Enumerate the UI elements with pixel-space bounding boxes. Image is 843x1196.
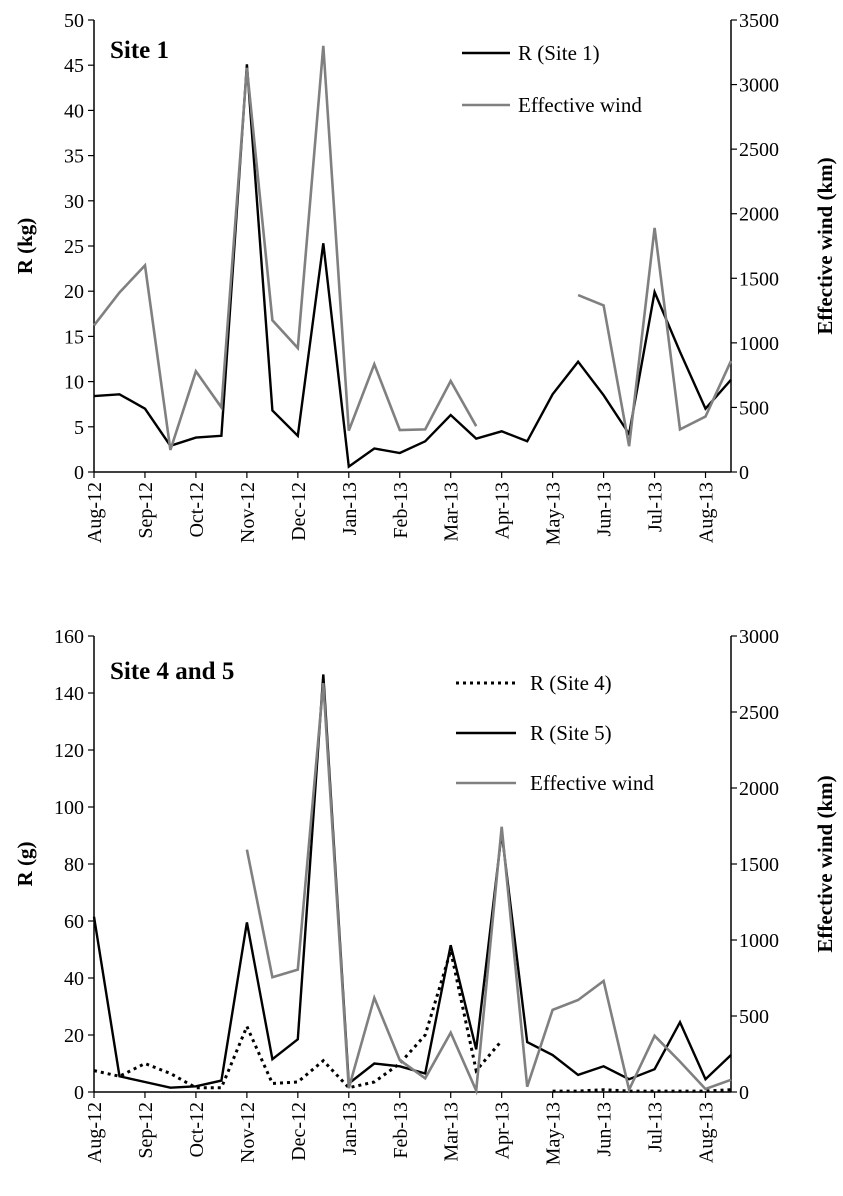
right-y-tick-label: 2500	[739, 702, 779, 724]
right-y-tick-label: 0	[739, 1082, 749, 1104]
right-y-tick-label: 1000	[739, 333, 779, 355]
x-tick-label: Aug-12	[84, 482, 106, 543]
x-tick-label: Mar-13	[441, 1102, 463, 1162]
left-y-tick-label: 40	[64, 968, 84, 990]
x-tick-label: Jun-13	[594, 482, 616, 536]
right-y-tick-label: 3000	[739, 626, 779, 648]
x-tick-label: Oct-12	[186, 482, 208, 538]
x-tick-label: Oct-12	[186, 1102, 208, 1158]
legend-label: Effective wind	[530, 771, 654, 795]
x-tick-label: Apr-13	[492, 1102, 514, 1159]
x-tick-label: Jun-13	[594, 1102, 616, 1156]
x-tick-label: Aug-13	[696, 1102, 718, 1163]
left-y-tick-label: 140	[54, 683, 84, 705]
legend-label: R (Site 5)	[530, 721, 612, 745]
x-tick-label: Sep-12	[135, 482, 157, 539]
y-axis-title: R (g)	[13, 842, 37, 887]
x-tick-label: May-13	[543, 482, 565, 545]
left-y-tick-label: 120	[54, 740, 84, 762]
legend-label: R (Site 4)	[530, 671, 612, 695]
series-line	[92, 45, 478, 451]
x-tick-label: Nov-12	[237, 1102, 259, 1163]
left-y-tick-label: 0	[74, 462, 84, 484]
x-tick-label: Sep-12	[135, 1102, 157, 1159]
right-y-tick-label: 3000	[739, 75, 779, 97]
series-line	[577, 227, 733, 447]
left-y-tick-label: 5	[74, 417, 84, 439]
right-y-tick-label: 500	[739, 397, 769, 419]
x-tick-label: Aug-12	[84, 1102, 106, 1163]
left-y-tick-label: 60	[64, 911, 84, 933]
x-tick-label: Feb-13	[390, 482, 412, 539]
right-y-tick-label: 1000	[739, 930, 779, 952]
right-y-tick-label: 2000	[739, 204, 779, 226]
x-tick-label: Jan-13	[339, 1102, 361, 1155]
right-y-tick-label: 3500	[739, 10, 779, 32]
right-y-tick-label: 2500	[739, 139, 779, 161]
legend-label: R (Site 1)	[518, 41, 600, 65]
series-line	[552, 1088, 732, 1093]
chart-panel-1: 0510152025303540455005001000150020002500…	[13, 10, 837, 545]
x-tick-label: Mar-13	[441, 482, 463, 542]
left-y-tick-label: 30	[64, 191, 84, 213]
x-tick-label: May-13	[543, 1102, 565, 1165]
left-y-tick-label: 50	[64, 10, 84, 32]
series-line	[93, 64, 732, 469]
left-y-tick-label: 80	[64, 854, 84, 876]
panel-title: Site 1	[110, 37, 169, 64]
x-tick-label: Apr-13	[492, 482, 514, 539]
y2-axis-title: Effective wind (km)	[813, 157, 837, 334]
right-y-tick-label: 500	[739, 1006, 769, 1028]
y2-axis-title: Effective wind (km)	[813, 775, 837, 952]
left-y-tick-label: 100	[54, 797, 84, 819]
left-y-tick-label: 40	[64, 100, 84, 122]
x-tick-label: Jul-13	[645, 482, 667, 532]
left-y-tick-label: 0	[74, 1082, 84, 1104]
left-y-tick-label: 25	[64, 236, 84, 258]
left-y-tick-label: 20	[64, 281, 84, 303]
right-y-tick-label: 1500	[739, 268, 779, 290]
left-y-tick-label: 45	[64, 55, 84, 77]
x-tick-label: Dec-12	[288, 482, 310, 541]
x-tick-label: Aug-13	[696, 482, 718, 543]
x-tick-label: Feb-13	[390, 1102, 412, 1159]
left-y-tick-label: 160	[54, 626, 84, 648]
chart-panel-2: 0 20 40 60 80 100 120 140 160 0 500 1000 1500 2000 250…	[13, 626, 837, 1165]
left-y-tick-label: 10	[64, 372, 84, 394]
x-tick-label: Dec-12	[288, 1102, 310, 1161]
series-line	[92, 674, 732, 1089]
right-y-tick-label: 0	[739, 462, 749, 484]
x-tick-label: Jan-13	[339, 482, 361, 535]
left-y-tick-label: 35	[64, 146, 84, 168]
x-tick-label: Nov-12	[237, 482, 259, 543]
series-line	[93, 950, 503, 1090]
legend-label: Effective wind	[518, 93, 642, 117]
x-tick-label: Jul-13	[645, 1102, 667, 1152]
series-line	[245, 682, 732, 1096]
right-y-tick-label: 1500	[739, 854, 779, 876]
left-y-tick-label: 15	[64, 326, 84, 348]
panel-title: Site 4 and 5	[110, 658, 234, 685]
left-y-tick-label: 20	[64, 1025, 84, 1047]
y-axis-title: R (kg)	[13, 218, 37, 275]
right-y-tick-label: 2000	[739, 778, 779, 800]
